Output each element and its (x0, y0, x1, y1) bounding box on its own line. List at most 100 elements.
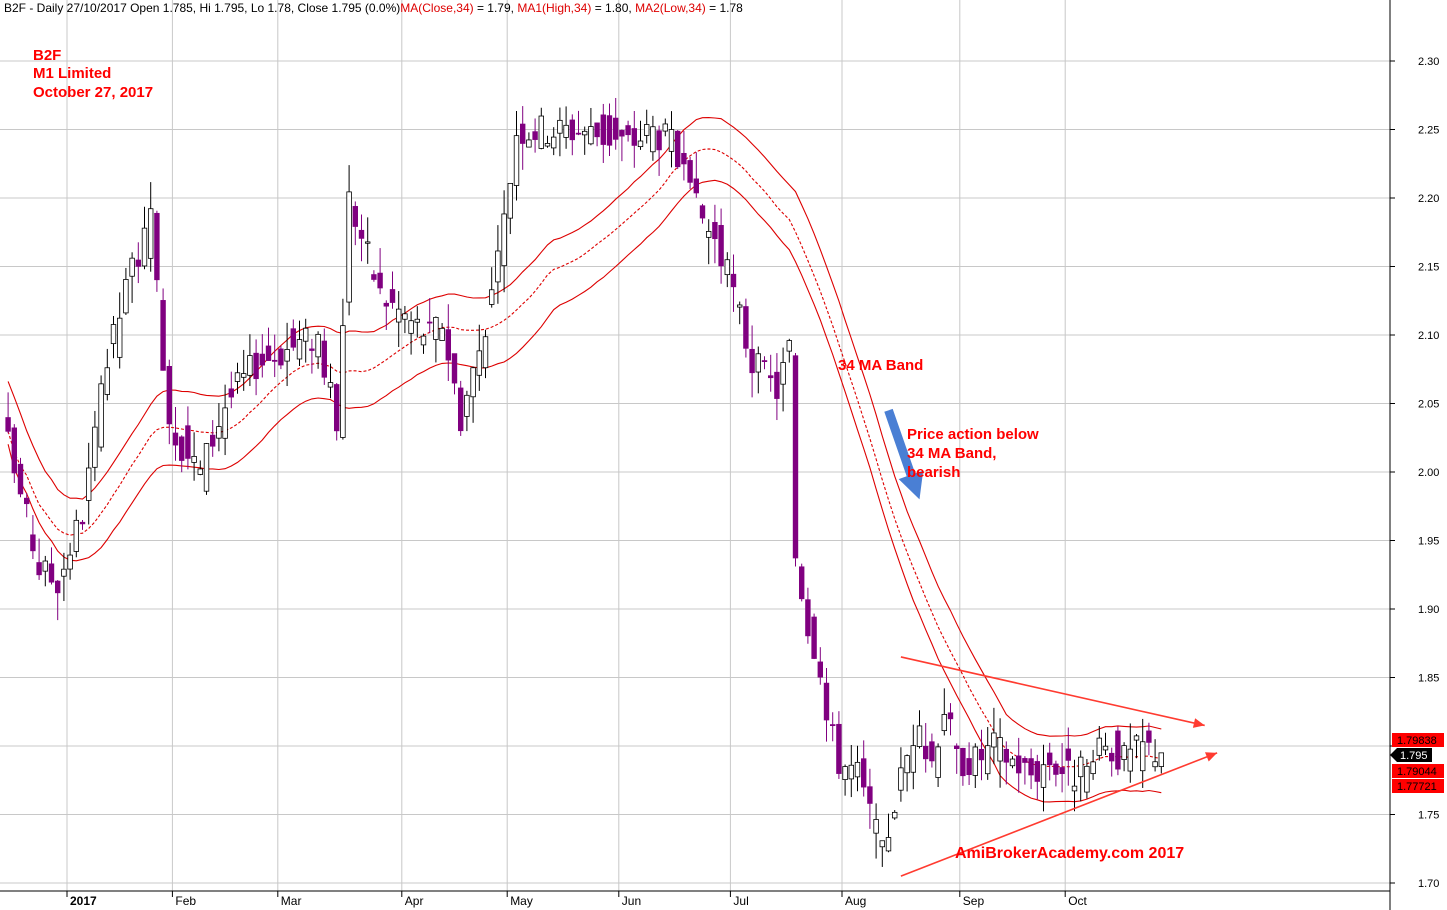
candle-body (129, 257, 135, 277)
candle-body (768, 375, 774, 379)
candle-body (271, 359, 278, 362)
candle-body (408, 320, 414, 334)
candle-body (67, 554, 73, 570)
candle-body (117, 317, 123, 358)
candle-body (216, 426, 222, 439)
candle-body (30, 534, 36, 552)
candle-body (675, 130, 681, 168)
candle-body (340, 325, 346, 438)
candle-body (197, 468, 203, 475)
candle-body (470, 367, 476, 398)
header-ma1-label: MA1(High,34) (517, 1, 591, 15)
price-tag-label: 1.795 (1400, 750, 1428, 762)
price-tag-bg (1392, 733, 1444, 747)
candle-body (1053, 763, 1059, 775)
watermark: AmiBrokerAcademy.com 2017 (955, 845, 1184, 862)
price-tag-label: 1.79838 (1397, 735, 1437, 747)
candle-body (805, 599, 811, 637)
candle-body (234, 372, 241, 382)
candle-body (1003, 748, 1009, 763)
candle-body (582, 130, 588, 136)
candle-body (737, 304, 743, 308)
candle-body (606, 115, 613, 146)
trendlines (900, 656, 1218, 877)
y-tick-label: 1.90 (1418, 604, 1439, 616)
candle-body (1071, 785, 1078, 792)
candle-body (544, 143, 551, 147)
candle-body (687, 160, 693, 183)
candle-body (172, 432, 179, 446)
candle-body (997, 737, 1003, 762)
candle-body (110, 324, 117, 345)
y-tick-label: 1.95 (1418, 536, 1439, 548)
header-ma-label: MA(Close,34) (400, 1, 473, 15)
candle-body (98, 383, 104, 448)
candle-body (55, 580, 61, 594)
x-tick-label: Feb (175, 894, 196, 908)
candle-body (501, 213, 507, 267)
header-ma2-label: MA2(Low,34) (635, 1, 706, 15)
candle-body (203, 443, 210, 492)
candle-body (1146, 730, 1152, 743)
candle-body (1133, 735, 1140, 741)
header-symbol: B2F (4, 1, 26, 15)
candle-body (414, 318, 420, 323)
candle-body (526, 139, 532, 148)
candle-body (433, 316, 439, 340)
candle-body (861, 758, 867, 788)
candle-body (867, 786, 873, 804)
header-ma-value: = 1.79, (474, 1, 518, 15)
candle-body (11, 427, 17, 474)
candle-body (36, 562, 42, 576)
candle-body (92, 426, 98, 468)
chart-header: B2F - Daily 27/10/2017 Open 1.785, Hi 1.… (4, 1, 743, 15)
x-tick-label: Aug (845, 894, 866, 908)
candle-body (575, 132, 582, 135)
down-arrow-shape (884, 408, 924, 500)
candle-body (600, 114, 606, 145)
y-tick-label: 2.00 (1418, 467, 1439, 479)
candle-body (135, 259, 141, 267)
candle-body (693, 178, 699, 194)
candle-body (48, 563, 55, 583)
candle-body (786, 340, 792, 352)
candle-body (538, 115, 544, 149)
candle-body (383, 302, 389, 307)
candle-body (327, 382, 334, 388)
candle-body (972, 746, 978, 776)
candle-body (23, 497, 30, 505)
price-tag-label: 1.79044 (1397, 766, 1437, 778)
candle-body (892, 811, 898, 819)
candle-body (352, 206, 358, 227)
candle-body (1016, 755, 1022, 774)
candle-body (488, 289, 495, 305)
candle-body (185, 425, 191, 459)
candle-body (830, 724, 836, 727)
candle-body (284, 349, 290, 362)
candle-body (1127, 748, 1133, 772)
candle-body (104, 367, 110, 395)
candle-body (1047, 752, 1053, 766)
candle-body (1102, 745, 1109, 751)
candle-body (761, 360, 768, 363)
candle-body (960, 747, 966, 777)
candle-body (123, 279, 129, 314)
candle-body (619, 130, 625, 137)
candle-body (507, 182, 513, 219)
candle-body (792, 355, 799, 559)
candle-body (656, 130, 662, 151)
price-tag-label: 1.77721 (1397, 781, 1437, 793)
candle-body (420, 335, 427, 346)
trendline-arrowhead (1192, 718, 1205, 728)
support-trendline (900, 752, 1218, 877)
candle-body (854, 761, 861, 778)
candle-body (495, 250, 501, 283)
candle-body (42, 560, 48, 572)
candle-body (1152, 761, 1158, 768)
candle-body (718, 225, 724, 267)
candle-body (662, 123, 668, 132)
resistance-trendline (900, 656, 1205, 727)
candle-body (780, 362, 786, 385)
x-tick-label: Jun (622, 894, 641, 908)
candle-body (941, 714, 947, 732)
